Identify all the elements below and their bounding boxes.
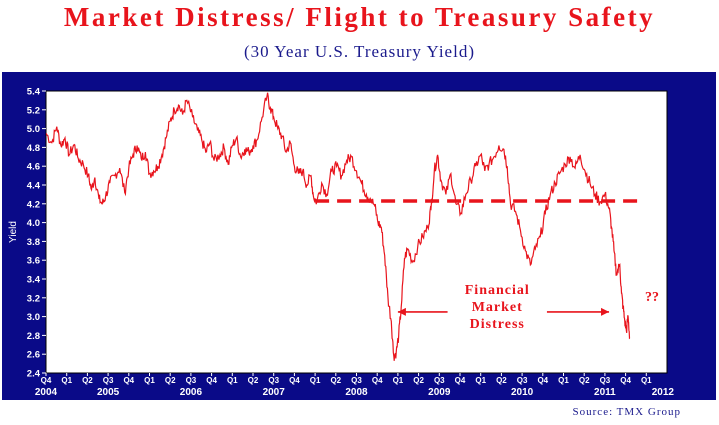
x-quarter-label: Q4 [123, 376, 134, 385]
x-quarter-label: Q4 [620, 376, 631, 385]
x-quarter-label: Q4 [537, 376, 548, 385]
y-tick-label: 3.8 [27, 237, 40, 248]
x-quarter-label: Q1 [475, 376, 486, 385]
y-tick-label: 2.6 [27, 350, 40, 361]
annotation-question: ?? [645, 290, 659, 305]
x-quarter-label: Q2 [248, 376, 259, 385]
y-tick-label: 3.0 [27, 312, 40, 323]
x-quarter-label: Q2 [165, 376, 176, 385]
arrow-right-head [601, 307, 610, 316]
x-quarter-label: Q2 [496, 376, 507, 385]
x-quarter-label: Q1 [227, 376, 238, 385]
annotation-label: Market [472, 300, 523, 315]
y-tick-label: 5.4 [27, 87, 41, 98]
arrow-left-head [397, 307, 406, 316]
plot-area [45, 90, 668, 374]
x-quarter-label: Q3 [517, 376, 528, 385]
x-quarter-label: Q1 [393, 376, 404, 385]
x-year-label: 2010 [511, 387, 534, 398]
y-tick-label: 3.6 [27, 256, 40, 267]
x-quarter-label: Q2 [82, 376, 93, 385]
y-tick-label: 5.2 [27, 105, 40, 116]
series-line [46, 92, 631, 361]
y-tick-label: 4.0 [27, 218, 40, 229]
x-quarter-label: Q2 [330, 376, 341, 385]
x-year-label: 2005 [97, 387, 120, 398]
y-tick-label: 5.0 [27, 124, 40, 135]
x-year-label: 2008 [345, 387, 368, 398]
x-year-label: 2012 [652, 387, 675, 398]
x-quarter-label: Q3 [103, 376, 114, 385]
x-quarter-label: Q3 [434, 376, 445, 385]
x-year-label: 2006 [180, 387, 203, 398]
x-quarter-label: Q2 [579, 376, 590, 385]
y-tick-label: 2.8 [27, 331, 40, 342]
x-year-label: 2009 [428, 387, 451, 398]
y-tick-label: 3.4 [27, 275, 41, 286]
x-quarter-label: Q1 [558, 376, 569, 385]
x-year-label: 2011 [594, 387, 616, 398]
x-quarter-label: Q2 [413, 376, 424, 385]
chart-title: Market Distress/ Flight to Treasury Safe… [63, 2, 656, 32]
x-year-label: 2007 [263, 387, 286, 398]
y-axis-title: Yield [8, 221, 19, 243]
y-tick-label: 4.4 [27, 181, 41, 192]
y-tick-label: 2.4 [27, 369, 41, 380]
x-quarter-label: Q3 [186, 376, 197, 385]
annotation-label: Financial [465, 283, 530, 298]
chart-subtitle: (30 Year U.S. Treasury Yield) [244, 42, 475, 61]
y-tick-label: 4.6 [27, 162, 40, 173]
x-year-label: 2004 [35, 387, 58, 398]
x-quarter-label: Q3 [600, 376, 611, 385]
x-quarter-label: Q1 [144, 376, 155, 385]
x-quarter-label: Q4 [41, 376, 52, 385]
x-quarter-label: Q1 [641, 376, 652, 385]
source-note: Source: TMX Group [572, 406, 681, 418]
x-quarter-label: Q3 [351, 376, 362, 385]
y-tick-label: 4.2 [27, 199, 40, 210]
x-quarter-label: Q4 [372, 376, 383, 385]
x-quarter-label: Q4 [455, 376, 466, 385]
x-quarter-label: Q1 [310, 376, 321, 385]
x-quarter-label: Q1 [61, 376, 72, 385]
y-tick-label: 4.8 [27, 143, 40, 154]
x-quarter-label: Q4 [289, 376, 300, 385]
x-quarter-label: Q3 [268, 376, 279, 385]
x-quarter-label: Q4 [206, 376, 217, 385]
annotation-label: Distress [470, 317, 525, 332]
y-tick-label: 3.2 [27, 293, 40, 304]
